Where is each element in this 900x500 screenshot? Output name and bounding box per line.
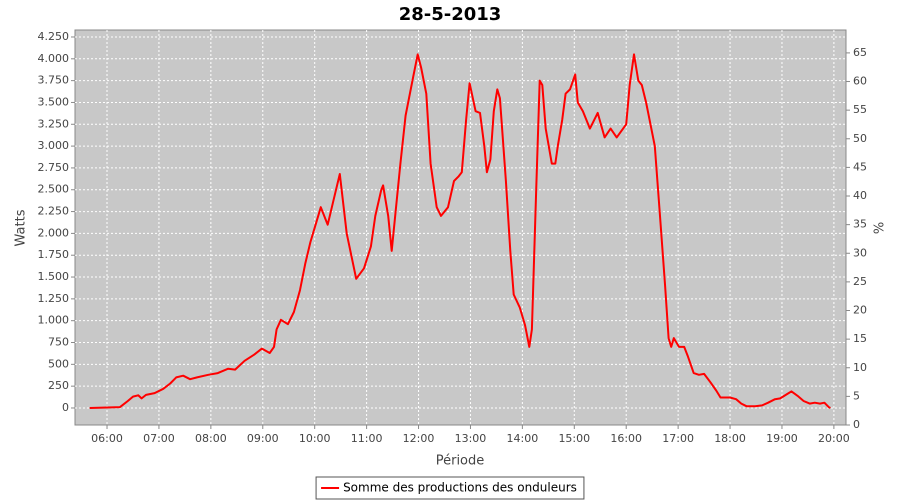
y-axis-title: Watts: [14, 209, 29, 246]
y-tick-label: 250: [48, 379, 69, 392]
y-tick-label: 1.000: [38, 314, 70, 327]
y-tick-label: 3.500: [38, 95, 70, 108]
y-tick-label: 3.750: [38, 74, 70, 87]
y-tick-label: 2.250: [38, 205, 70, 218]
x-tick-label: 10:00: [299, 432, 331, 445]
legend: Somme des productions des onduleurs: [315, 476, 585, 500]
x-tick-label: 11:00: [351, 432, 383, 445]
y2-tick-label: 40: [853, 189, 867, 202]
y-tick-label: 0: [62, 401, 69, 414]
x-tick-label: 16:00: [610, 432, 642, 445]
y2-tick-label: 65: [853, 46, 867, 59]
y2-tick-label: 20: [853, 304, 867, 317]
y2-tick-label: 30: [853, 246, 867, 259]
y2-tick-label: 50: [853, 132, 867, 145]
x-tick-label: 17:00: [662, 432, 694, 445]
y-tick-label: 750: [48, 336, 69, 349]
x-tick-label: 19:00: [766, 432, 798, 445]
y-tick-label: 4.000: [38, 52, 70, 65]
y2-tick-label: 35: [853, 218, 867, 231]
y-tick-label: 2.750: [38, 161, 70, 174]
x-tick-label: 08:00: [195, 432, 227, 445]
y-tick-label: 2.500: [38, 183, 70, 196]
y-tick-label: 500: [48, 357, 69, 370]
y2-tick-label: 15: [853, 332, 867, 345]
legend-label: Somme des productions des onduleurs: [343, 481, 577, 495]
y-tick-label: 3.250: [38, 117, 70, 130]
y-tick-label: 2.000: [38, 226, 70, 239]
y2-tick-label: 45: [853, 160, 867, 173]
x-tick-label: 06:00: [91, 432, 123, 445]
x-tick-label: 15:00: [558, 432, 590, 445]
y2-tick-label: 60: [853, 75, 867, 88]
legend-box: [315, 476, 585, 500]
y2-axis-title: %: [873, 222, 888, 234]
x-tick-label: 12:00: [403, 432, 435, 445]
plot-area: [74, 29, 847, 426]
y-tick-label: 3.000: [38, 139, 70, 152]
y2-tick-label: 25: [853, 275, 867, 288]
x-tick-label: 13:00: [455, 432, 487, 445]
x-tick-label: 20:00: [818, 432, 850, 445]
y-tick-label: 1.750: [38, 248, 70, 261]
y-tick-label: 1.500: [38, 270, 70, 283]
x-tick-label: 07:00: [143, 432, 175, 445]
y-tick-label: 1.250: [38, 292, 70, 305]
y2-tick-label: 5: [853, 389, 860, 402]
y2-tick-label: 10: [853, 361, 867, 374]
x-tick-label: 09:00: [247, 432, 279, 445]
y-tick-label: 4.250: [38, 30, 70, 43]
x-axis-title: Période: [436, 454, 485, 469]
line: [89, 53, 831, 409]
x-tick-label: 18:00: [714, 432, 746, 445]
chart-title: 28-5-2013: [399, 4, 502, 25]
x-tick-label: 14:00: [507, 432, 539, 445]
y2-tick-label: 0: [853, 418, 860, 431]
y2-tick-label: 55: [853, 103, 867, 116]
